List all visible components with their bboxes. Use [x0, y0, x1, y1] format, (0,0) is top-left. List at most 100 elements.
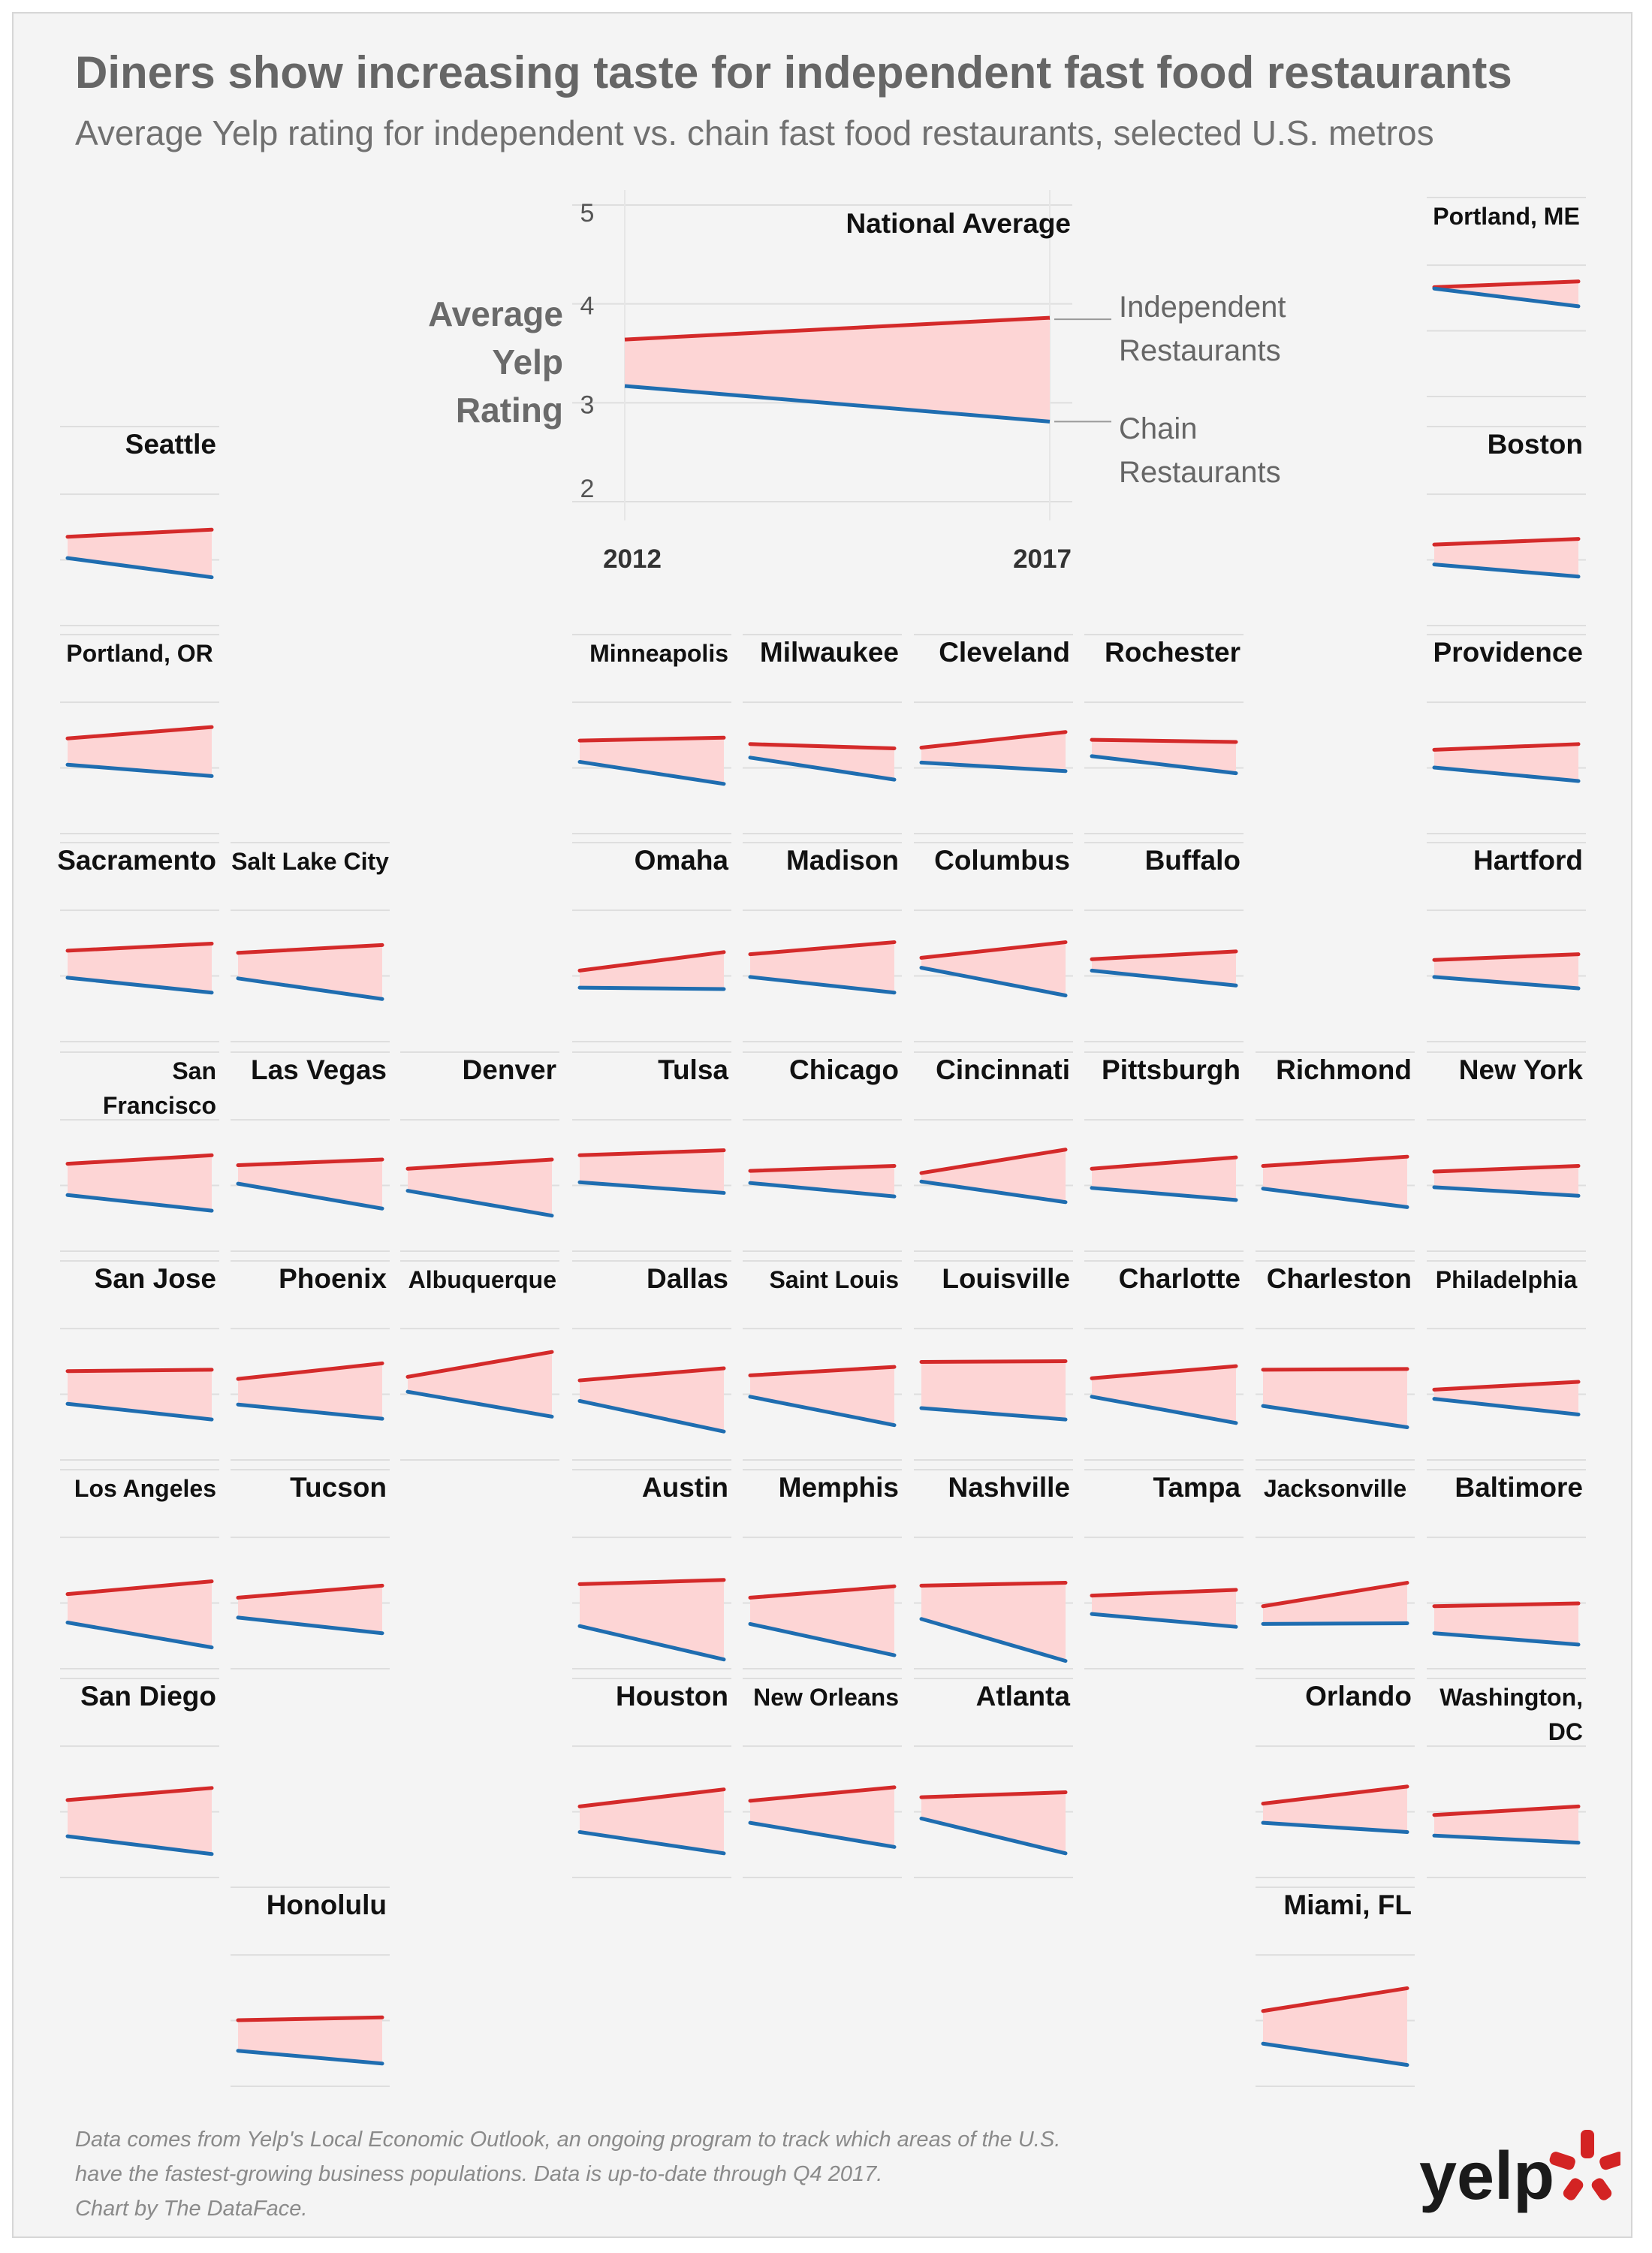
gap-area: [238, 1159, 382, 1209]
chain-line: [1432, 1397, 1581, 1416]
independent-line: [236, 2015, 384, 2022]
independent-line: [1261, 1154, 1409, 1168]
small-multiple-panel: [231, 843, 390, 1042]
independent-line: [919, 730, 1068, 750]
chain-line: [577, 759, 726, 786]
small-multiple-panel: [231, 1261, 390, 1460]
chain-line: [1432, 562, 1581, 579]
independent-line: [577, 1148, 726, 1157]
gap-area: [921, 1149, 1066, 1202]
chain-line: [577, 1398, 726, 1434]
chain-line: [405, 1189, 554, 1218]
independent-line: [1261, 1367, 1409, 1372]
y-axis-label: Rating: [456, 391, 563, 430]
metro-title: Portland, ME: [1433, 203, 1580, 230]
metro-title: Orlando: [1305, 1681, 1412, 1712]
metro-title: Denver: [463, 1054, 556, 1085]
independent-line: [65, 1368, 214, 1374]
small-multiple-panel: [1084, 843, 1244, 1042]
small-multiple-panel: [743, 1052, 902, 1251]
small-multiple-panel: [1427, 843, 1586, 1042]
small-multiple-panel: [60, 1052, 219, 1251]
gap-area: [1434, 743, 1578, 781]
metro-title: Buffalo: [1145, 845, 1241, 876]
metro-title: Baltimore: [1455, 1472, 1583, 1503]
metro-title: San: [172, 1057, 216, 1084]
gap-area: [238, 2017, 382, 2064]
gap-area: [1263, 1988, 1407, 2065]
chain-line: [65, 1621, 214, 1650]
small-multiple-panel: [1256, 1678, 1415, 1878]
chart-title: Diners show increasing taste for indepen…: [75, 47, 1512, 98]
small-multiple-panel: [231, 1470, 390, 1669]
gap-area: [580, 1368, 724, 1432]
metro-title: Tulsa: [658, 1054, 728, 1085]
national-independent-line: [624, 315, 1051, 342]
independent-line: [405, 1157, 554, 1171]
independent-line: [748, 1163, 897, 1173]
chain-line: [1261, 1187, 1409, 1209]
y-axis-label: Yelp: [492, 342, 563, 382]
footer-line: Data comes from Yelp's Local Economic Ou…: [75, 2128, 1061, 2152]
independent-line: [1432, 1380, 1581, 1392]
chain-line: [919, 1406, 1068, 1422]
small-multiple-panel: [572, 843, 731, 1042]
gap-area: [580, 737, 724, 784]
independent-line: [577, 1366, 726, 1383]
independent-line: [919, 940, 1068, 960]
chain-line: [748, 756, 897, 782]
chain-line: [577, 985, 726, 991]
small-multiple-panel: [1256, 1470, 1415, 1669]
metro-title: Milwaukee: [760, 637, 899, 668]
metro-title: San Jose: [95, 1263, 216, 1294]
small-multiple-panel: [1084, 1261, 1244, 1460]
small-multiple-panel: [1084, 1470, 1244, 1669]
chain-line: [1261, 1621, 1409, 1626]
chain-line: [236, 1615, 384, 1636]
gap-area: [68, 727, 212, 777]
chain-line: [1432, 286, 1581, 309]
independent-line: [65, 1786, 214, 1802]
metro-title: Seattle: [125, 429, 216, 460]
chain-line: [1261, 1404, 1409, 1429]
independent-line: [1432, 1601, 1581, 1609]
small-multiple-panel: [1427, 1678, 1586, 1878]
gap-area: [580, 952, 724, 989]
small-multiple-panel: [60, 843, 219, 1042]
chain-line: [919, 1816, 1068, 1856]
chain-line: [577, 1180, 726, 1195]
metro-title: Francisco: [103, 1092, 216, 1119]
metro-title: Richmond: [1276, 1054, 1412, 1085]
x-tick-label: 2017: [1013, 544, 1072, 574]
independent-line: [748, 1365, 897, 1377]
gap-area: [921, 1361, 1066, 1420]
metro-title: DC: [1548, 1718, 1583, 1745]
chain-line: [577, 1624, 726, 1662]
chain-line: [919, 1179, 1068, 1205]
chain-line: [1432, 1833, 1581, 1845]
metro-title: Washington,: [1439, 1684, 1583, 1711]
metro-title: Madison: [786, 845, 899, 876]
metro-title: Tucson: [290, 1472, 387, 1503]
small-multiple-panel: [1256, 1261, 1415, 1460]
independent-line: [1432, 279, 1581, 289]
metro-title: Houston: [616, 1681, 728, 1712]
metro-title: Albuquerque: [408, 1266, 556, 1293]
gap-area: [1092, 951, 1236, 986]
independent-line: [236, 1361, 384, 1381]
gap-area: [408, 1159, 552, 1216]
independent-line: [1432, 742, 1581, 752]
independent-line: [1432, 537, 1581, 547]
independent-line: [1090, 1155, 1238, 1171]
independent-line: [748, 742, 897, 750]
metro-title: Sacramento: [57, 845, 216, 876]
y-tick-label: 4: [580, 292, 595, 321]
gap-area: [1434, 954, 1578, 989]
gap-area: [1263, 1582, 1407, 1624]
metro-title: Nashville: [948, 1472, 1070, 1503]
metro-title: Charleston: [1267, 1263, 1412, 1294]
metro-title: Las Vegas: [251, 1054, 387, 1085]
series-label-chain: Restaurants: [1119, 456, 1281, 489]
chain-line: [65, 1401, 214, 1422]
national-title: National Average: [846, 208, 1071, 239]
